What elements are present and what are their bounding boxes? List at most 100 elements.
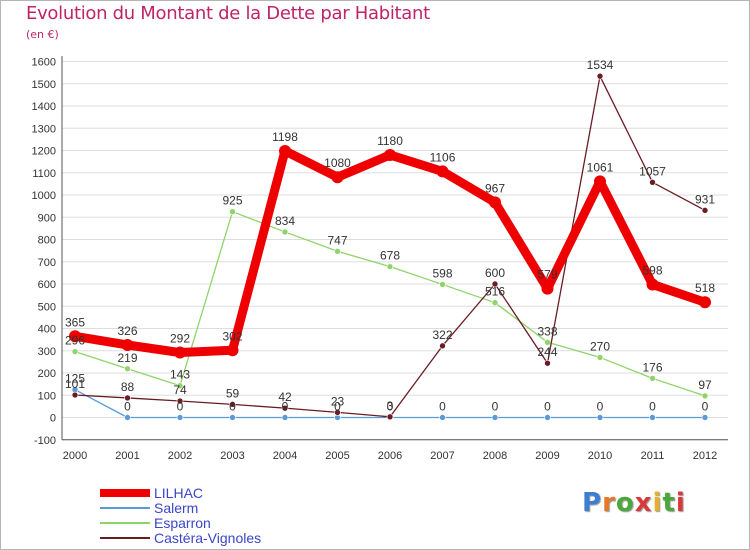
data-point <box>701 414 709 421</box>
x-tick-label: 2004 <box>273 450 297 462</box>
data-label: 23 <box>331 394 345 408</box>
data-point <box>491 299 499 306</box>
y-tick-label: 100 <box>38 390 56 402</box>
data-point <box>649 179 656 186</box>
data-point <box>386 263 394 270</box>
x-tick-label: 2005 <box>325 450 349 462</box>
data-label: 1080 <box>324 156 351 170</box>
data-point <box>544 359 551 367</box>
y-tick-label: -100 <box>34 435 56 447</box>
logo-letter: o <box>615 488 635 518</box>
data-label: 365 <box>65 315 85 329</box>
x-tick-label: 2001 <box>115 450 139 462</box>
data-label: 326 <box>117 324 137 338</box>
y-tick-label: 1100 <box>32 168 56 180</box>
x-tick-label: 2002 <box>168 450 192 462</box>
data-point <box>541 282 554 295</box>
data-point <box>229 414 236 421</box>
y-tick-label: 0 <box>50 413 56 425</box>
data-label: 967 <box>485 181 505 195</box>
data-point <box>699 296 711 309</box>
data-label: 600 <box>485 266 505 280</box>
logo-letter: P <box>582 488 603 518</box>
data-label: 42 <box>278 390 292 404</box>
data-point <box>226 344 239 357</box>
y-tick-label: 1200 <box>32 146 56 158</box>
x-tick-label: 2003 <box>220 450 244 462</box>
y-tick-label: 1000 <box>32 190 56 202</box>
data-label: 338 <box>537 324 557 338</box>
data-point <box>71 348 79 355</box>
data-label: 176 <box>642 360 662 374</box>
y-tick-label: 200 <box>38 368 56 380</box>
data-labels: 365 326 292 302 1198 1080 1180 1106 967 579 1061 59… <box>65 58 715 413</box>
x-axis-ticks: 2000 2001 2002 2003 2004 2005 2006 2007 2008 2009… <box>63 450 717 462</box>
data-point <box>176 414 184 421</box>
data-label: 74 <box>173 383 187 397</box>
data-point <box>439 342 446 350</box>
data-point <box>124 394 131 402</box>
chart-title: Evolution du Montant de la Dette par Hab… <box>26 3 430 24</box>
data-point <box>334 409 341 416</box>
x-tick-label: 2008 <box>483 450 507 462</box>
y-tick-label: 1600 <box>32 57 56 69</box>
data-label: 3 <box>387 399 394 413</box>
data-label: 88 <box>121 380 135 394</box>
data-point <box>596 72 604 80</box>
series-group <box>69 72 711 421</box>
data-label: 270 <box>590 339 610 353</box>
axes <box>61 56 728 441</box>
data-label: 1198 <box>272 130 298 144</box>
y-tick-label: 400 <box>38 324 56 336</box>
y-axis-ticks: -100 0 100 200 300 400 500 600 700 800 900 1000 1100… <box>32 57 56 447</box>
data-point <box>646 278 659 291</box>
data-label: 925 <box>222 194 242 208</box>
data-label: 292 <box>170 332 190 346</box>
data-label: 1534 <box>587 58 614 72</box>
x-tick-label: 2006 <box>378 450 402 462</box>
y-tick-label: 1300 <box>32 123 56 135</box>
y-tick-label: 800 <box>38 235 56 247</box>
data-point <box>71 391 79 399</box>
data-point <box>649 375 656 382</box>
data-label: 1057 <box>639 164 666 178</box>
data-point <box>176 382 184 389</box>
legend-swatch <box>100 537 150 539</box>
y-tick-label: 700 <box>38 257 56 269</box>
logo-letter: r <box>602 488 616 518</box>
data-point <box>174 346 186 359</box>
logo-letter: x <box>634 488 653 518</box>
data-point <box>596 354 604 361</box>
data-point <box>491 280 499 288</box>
legend-swatch <box>100 507 150 509</box>
data-point <box>491 414 499 421</box>
data-label: 0 <box>702 400 709 414</box>
y-tick-label: 500 <box>38 301 56 313</box>
data-label: 518 <box>695 281 715 295</box>
data-point <box>544 338 551 346</box>
data-point <box>384 148 396 161</box>
data-label: 0 <box>177 400 184 414</box>
logo-letter: t <box>662 488 676 518</box>
data-point <box>701 392 709 400</box>
data-point <box>594 175 606 188</box>
x-tick-label: 2007 <box>430 450 454 462</box>
legend-swatch <box>100 489 150 497</box>
data-label: 598 <box>432 266 452 280</box>
data-point <box>649 414 656 421</box>
data-label: 1106 <box>430 150 456 164</box>
legend-label: Salerm <box>154 500 199 516</box>
data-label: 678 <box>380 249 400 263</box>
data-point <box>439 414 446 421</box>
x-tick-label: 2009 <box>535 450 559 462</box>
data-point <box>334 247 341 255</box>
data-label: 1061 <box>587 160 614 174</box>
data-label: 244 <box>537 345 557 359</box>
data-label: 219 <box>117 351 137 365</box>
data-point <box>124 365 131 373</box>
data-point <box>386 413 394 421</box>
data-label: 143 <box>170 368 190 382</box>
data-label: 322 <box>432 328 452 342</box>
data-label: 0 <box>124 400 131 414</box>
